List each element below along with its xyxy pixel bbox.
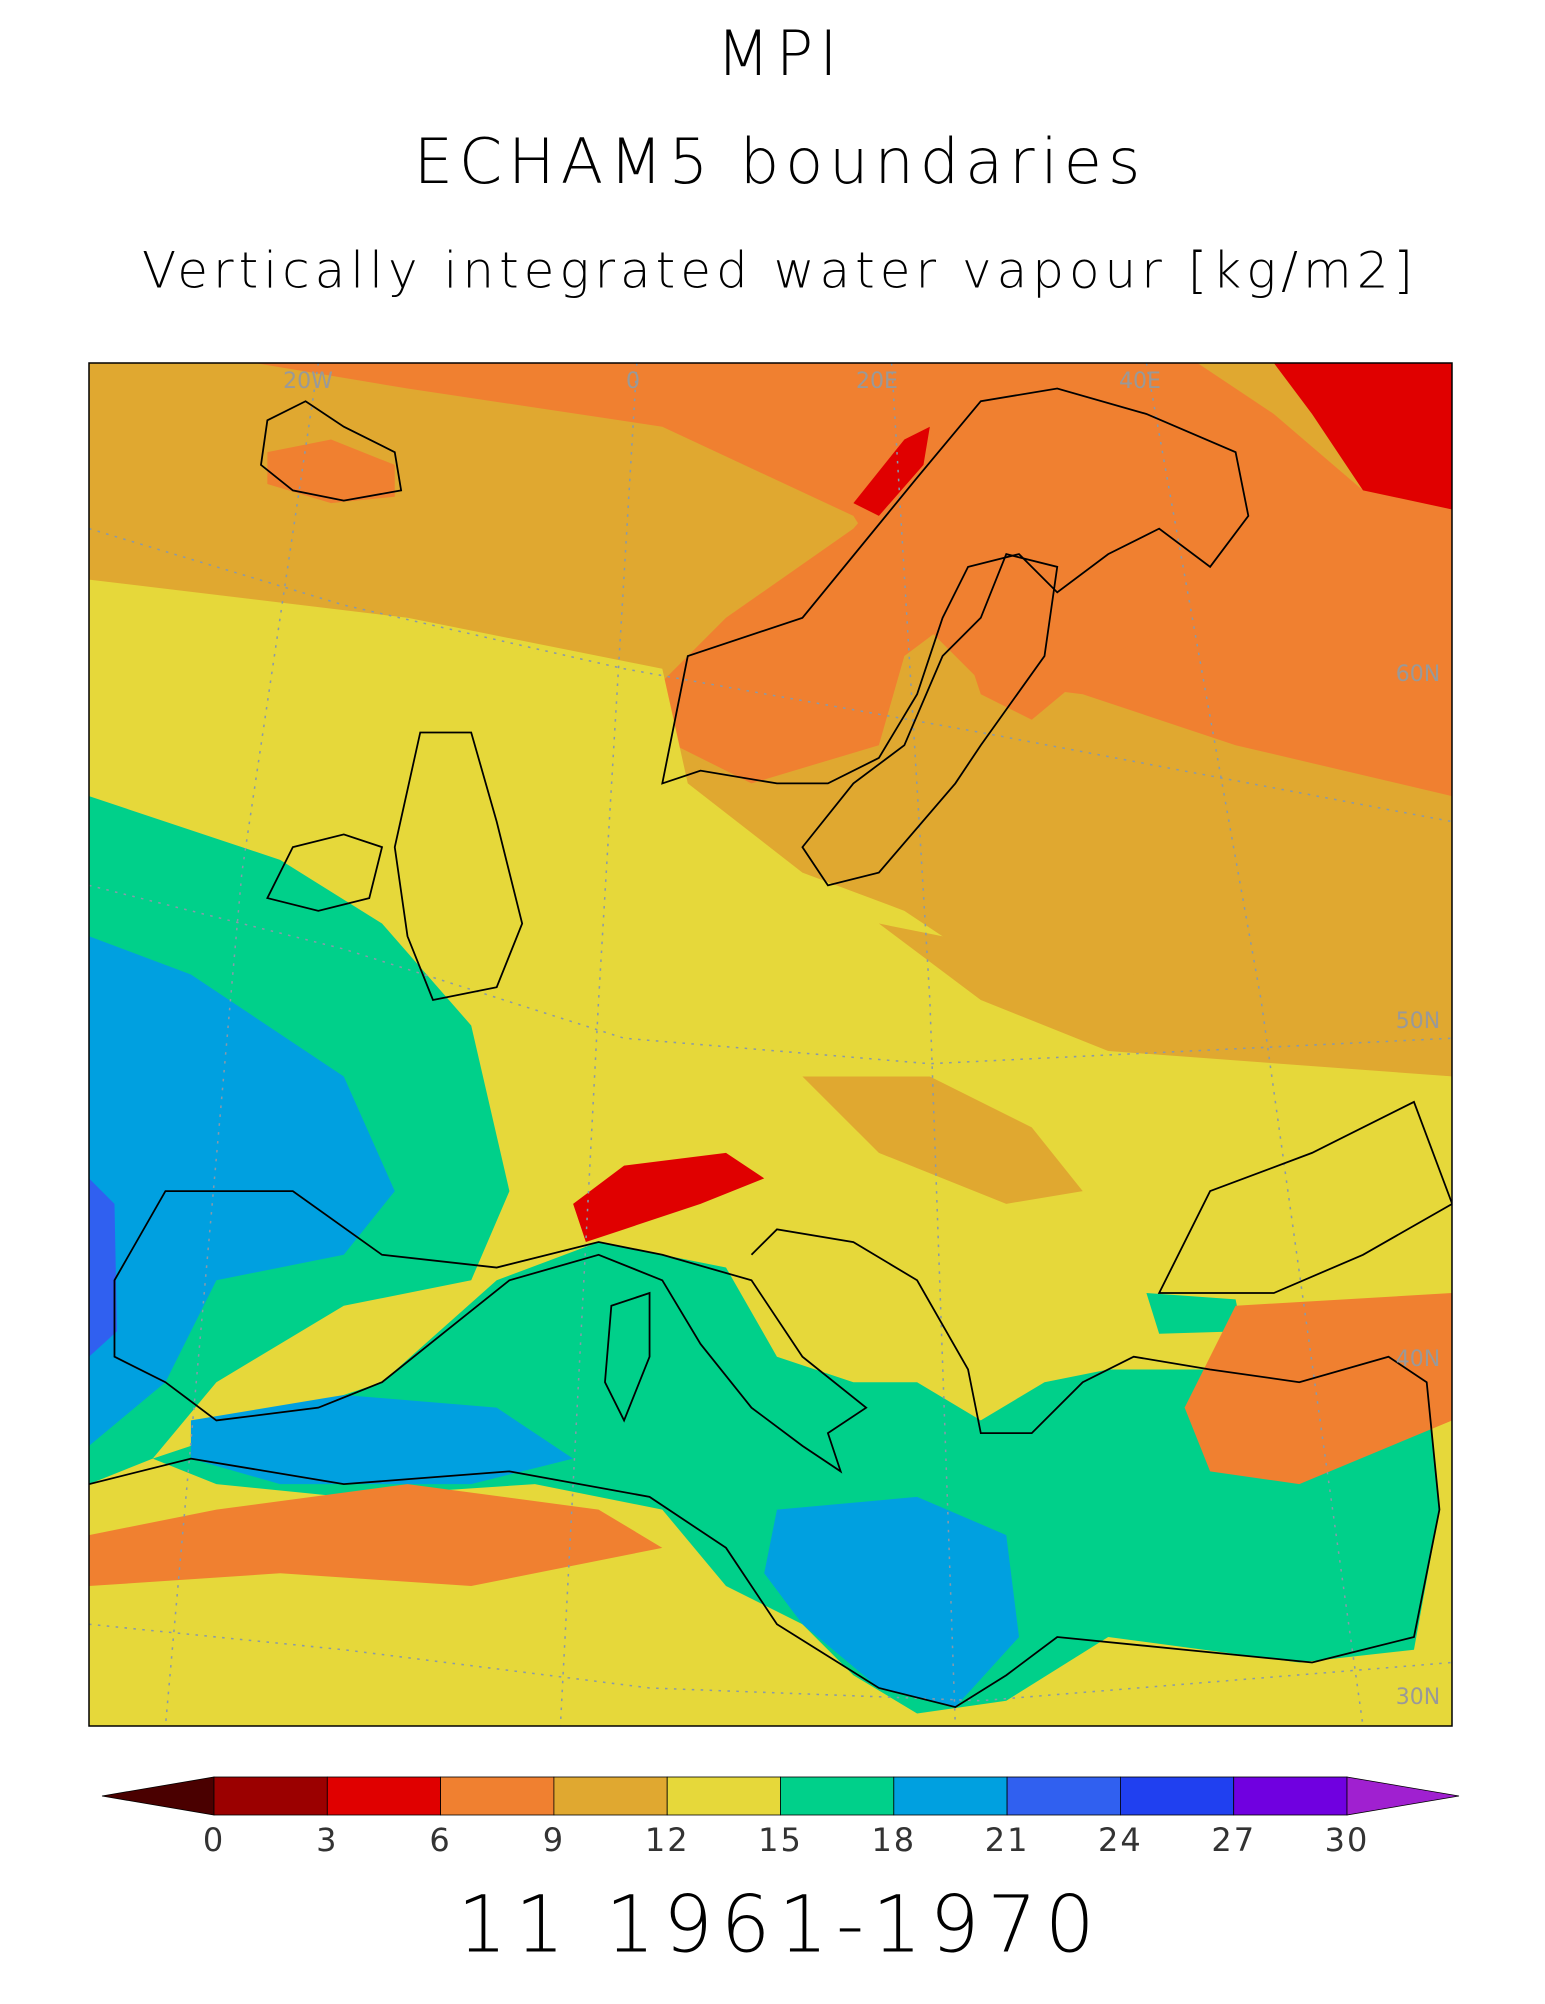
coastline [393,731,524,1002]
coastline [801,553,1059,887]
colorbar-box [213,1776,328,1816]
field-region [152,1242,1440,1714]
colorbar-box [666,1776,781,1816]
longitude-label: 20W [283,369,333,394]
coastline [89,1228,1441,1709]
longitude-label: 20E [856,369,898,394]
map-frame [88,362,1453,1727]
colorbar-box [1120,1776,1235,1816]
longitude-label: 0 [626,369,640,394]
colorbar-tick-label: 18 [871,1821,916,1859]
field-region [573,1152,765,1243]
colorbar-box [780,1776,895,1816]
latitude-label: 60N [1396,662,1440,687]
field-region [764,1496,1020,1708]
graticule [1145,363,1364,1726]
field-region [190,1394,574,1485]
subtitle: Vertically integrated water vapour [kg/m… [142,242,1418,300]
coastline [604,1291,651,1423]
latitude-label: 30N [1396,1685,1440,1710]
graticule [164,363,320,1726]
coastline [661,387,1250,785]
latitude-label: 50N [1396,1009,1440,1034]
colorbar-box [553,1776,668,1816]
field-region [1197,363,1452,510]
footer-label: 11 1961-1970 [457,1881,1102,1971]
colorbar-tick-label: 27 [1211,1821,1256,1859]
coastline [266,833,384,912]
field-region [1146,1293,1242,1334]
field-region [662,388,1236,784]
title-line: MPI [716,17,843,90]
colorbar-box [1233,1776,1348,1816]
latitude-label: 40N [1396,1347,1440,1372]
longitude-label: 40E [1119,369,1161,394]
colorbar-tick-label: 6 [429,1821,451,1859]
colorbar-tick-label: 21 [985,1821,1030,1859]
field-region [878,923,1452,1077]
colorbar-under [101,1776,215,1816]
coastline [113,1190,868,1474]
field-region [89,1484,663,1587]
map [89,363,1452,1726]
colorbar-tick-label: 30 [1325,1821,1370,1859]
colorbar-tick-label: 15 [758,1821,803,1859]
colorbar-tick-label: 0 [203,1821,225,1859]
colorbar-tick-label: 12 [645,1821,690,1859]
colorbar: 0 3 6 9 12 15 18 21 24 27 30 [101,1776,1460,1859]
colorbar-tick-label: 3 [316,1821,338,1859]
colorbar-tick-label: 9 [543,1821,565,1859]
field-region [1184,1293,1452,1485]
graticule [89,527,1452,823]
colorbar-box [326,1776,441,1816]
field-region [853,426,930,516]
title-line: ECHAM5 boundaries [414,125,1147,198]
field-region [89,1178,118,1357]
coastline [260,400,403,502]
colorbar-over [1346,1776,1460,1816]
colorbar-tick-label: 24 [1098,1821,1143,1859]
colorbar-box [440,1776,555,1816]
colorbar-box [893,1776,1008,1816]
graticule [89,1623,1452,1702]
colorbar-box [1006,1776,1121,1816]
field-region [802,1076,1083,1204]
coastline [1157,1100,1452,1294]
